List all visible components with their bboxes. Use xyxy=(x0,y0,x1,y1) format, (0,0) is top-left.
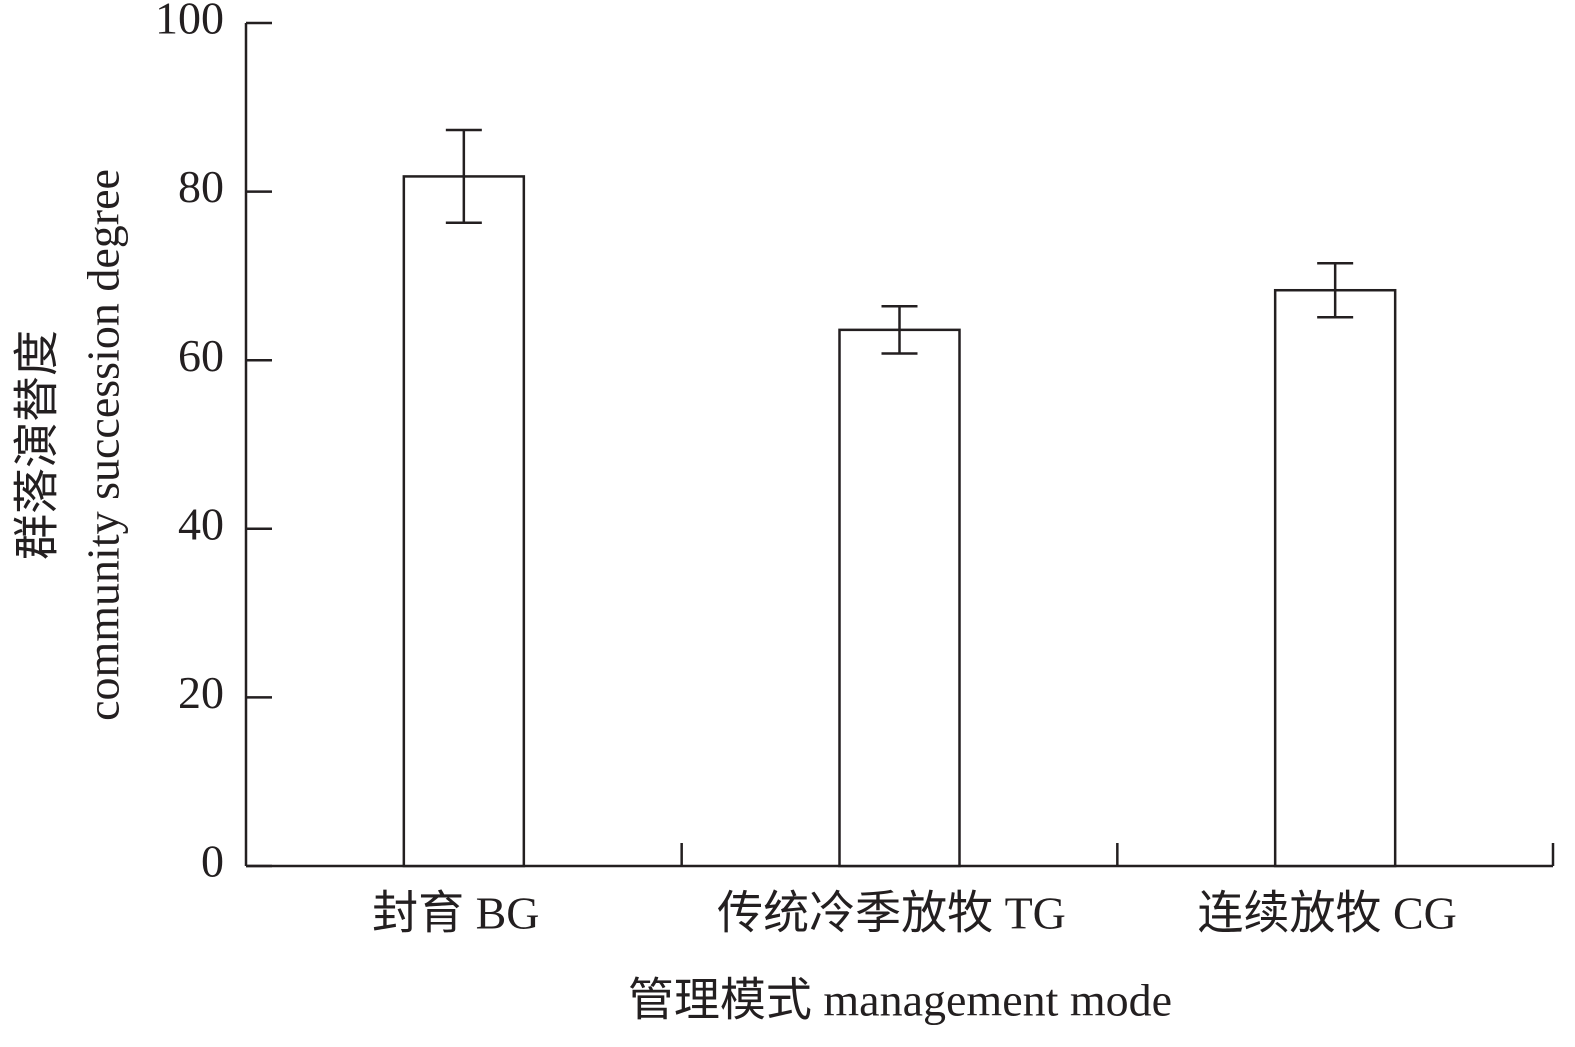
y-tick-label: 0 xyxy=(201,836,224,887)
y-tick-label: 100 xyxy=(155,0,224,44)
y-axis-label: 群落演替度 xyxy=(12,330,63,560)
y-tick-label: 20 xyxy=(178,667,224,718)
x-tick-label: 连续放牧 CG xyxy=(1197,888,1456,939)
bar xyxy=(838,328,961,868)
y-tick-label: 40 xyxy=(178,498,224,549)
x-tick-label: 封育 BG xyxy=(372,888,539,939)
y-tick-label: 60 xyxy=(178,330,224,381)
y-tick-label: 80 xyxy=(178,161,224,212)
x-tick-label: 传统冷季放牧 TG xyxy=(717,888,1066,939)
bar xyxy=(1273,288,1397,868)
bar xyxy=(402,175,526,868)
y-axis-label: community succession degree xyxy=(78,169,129,721)
x-axis-label: 管理模式 management mode xyxy=(628,975,1172,1026)
